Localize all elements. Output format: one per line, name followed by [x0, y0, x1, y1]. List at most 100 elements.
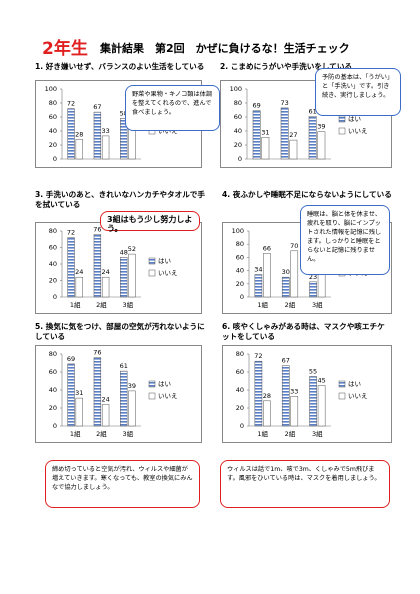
y-tick-label: 20 [234, 141, 242, 149]
y-tick-label: 80 [236, 240, 244, 248]
value-label: 24 [75, 268, 83, 276]
y-tick-label: 60 [49, 368, 57, 376]
y-tick-label: 60 [234, 113, 242, 121]
value-label: 72 [254, 352, 262, 360]
y-tick-label: 60 [49, 244, 57, 252]
value-label: 31 [261, 128, 269, 136]
value-label: 28 [263, 392, 271, 400]
bar [67, 363, 75, 427]
y-tick-label: 80 [234, 99, 242, 107]
x-tick-label: 1組 [257, 429, 268, 438]
y-tick-label: 40 [236, 386, 244, 394]
x-tick-label: 3組 [312, 429, 323, 438]
legend-label: はい [158, 380, 171, 388]
value-label: 30 [282, 268, 290, 276]
y-tick-label: 20 [49, 277, 57, 285]
value-label: 61 [120, 362, 128, 370]
bar [308, 116, 317, 160]
value-label: 34 [254, 266, 262, 274]
value-label: 76 [93, 225, 101, 233]
y-tick-label: 20 [49, 141, 57, 149]
y-tick-label: 0 [240, 293, 244, 301]
value-label: 33 [101, 127, 109, 135]
bar [93, 111, 102, 160]
y-tick-label: 40 [236, 267, 244, 275]
bar [128, 253, 136, 298]
value-label: 39 [317, 123, 325, 131]
x-tick-label: 2組 [285, 429, 296, 438]
annotation: 睡眠は、脳と体を休ませ、疲れを取り、脳にインプットされた情報を記憶に残します。し… [300, 205, 390, 275]
value-label: 52 [128, 245, 136, 253]
chart-title: 6. 咳やくしゃみがある時は、マスクや咳エチケットをしている [222, 322, 385, 341]
bar [93, 357, 102, 427]
value-label: 55 [309, 368, 317, 376]
legend-label: いいえ [348, 127, 368, 135]
y-tick-label: 100 [232, 227, 244, 235]
value-label: 69 [252, 102, 260, 110]
y-tick-label: 40 [49, 386, 57, 394]
bar [75, 276, 83, 298]
value-label: 31 [75, 389, 83, 397]
legend-label: はい [348, 115, 361, 123]
value-label: 70 [290, 242, 298, 250]
legend-swatch [148, 380, 156, 388]
value-label: 67 [93, 103, 101, 111]
value-label: 39 [128, 382, 136, 390]
x-tick-label: 1組 [70, 429, 81, 438]
value-label: 67 [282, 357, 290, 365]
value-label: 69 [67, 355, 75, 363]
value-label: 73 [280, 99, 288, 107]
x-tick-label: 3組 [123, 300, 134, 309]
legend-label: いいえ [158, 127, 178, 135]
y-tick-label: 20 [236, 280, 244, 288]
y-tick-label: 20 [49, 404, 57, 412]
page-title: 集計結果 第2回 かぜに負けるな！生活チェック [100, 42, 350, 55]
annotation: 3組はもう少し努力しよう。 [100, 211, 200, 233]
legend-label: いいえ [348, 392, 368, 400]
value-label: 23 [309, 273, 317, 281]
bar [263, 400, 271, 427]
y-tick-label: 100 [45, 85, 57, 93]
annotation: 予防の基本は、「うがい」と「手洗い」です。引き続き、実行しましょう。 [315, 68, 401, 116]
x-tick-label: 2組 [96, 300, 107, 309]
y-tick-label: 0 [53, 155, 57, 163]
y-tick-label: 0 [53, 422, 57, 430]
chart-box: 0 20 40 60 80 1組 72 24 2組 76 24 3組 48 52 はい いいえ [35, 222, 202, 314]
bar [281, 276, 290, 298]
y-tick-label: 80 [49, 99, 57, 107]
value-label: 27 [289, 131, 297, 139]
y-tick-label: 20 [236, 404, 244, 412]
bar [254, 274, 263, 298]
legend-label: いいえ [158, 269, 178, 277]
bar [281, 365, 290, 427]
y-tick-label: 40 [234, 127, 242, 135]
y-tick-label: 60 [236, 253, 244, 261]
legend-swatch [148, 269, 156, 277]
bar [67, 108, 75, 160]
x-tick-label: 2組 [96, 429, 107, 438]
legend-swatch [148, 257, 156, 265]
y-tick-label: 60 [49, 113, 57, 121]
x-tick-label: 3組 [123, 429, 134, 438]
bar [67, 237, 75, 298]
x-tick-label: 2組 [285, 300, 296, 309]
value-label: 58 [120, 109, 128, 117]
bar [128, 390, 136, 427]
value-label: 33 [290, 387, 298, 395]
y-tick-label: 60 [236, 368, 244, 376]
y-tick-label: 100 [230, 85, 242, 93]
x-tick-label: 1組 [70, 300, 81, 309]
y-tick-label: 40 [49, 260, 57, 268]
value-label: 66 [263, 244, 271, 252]
bar [101, 276, 110, 298]
y-tick-label: 80 [49, 227, 57, 235]
value-label: 61 [308, 107, 316, 115]
value-label: 76 [93, 349, 101, 357]
bar [101, 404, 110, 427]
value-label: 24 [101, 395, 109, 403]
bar [263, 253, 271, 298]
chart-title: 1. 好き嫌いせず、バランスのよい生活をしている [35, 62, 205, 71]
